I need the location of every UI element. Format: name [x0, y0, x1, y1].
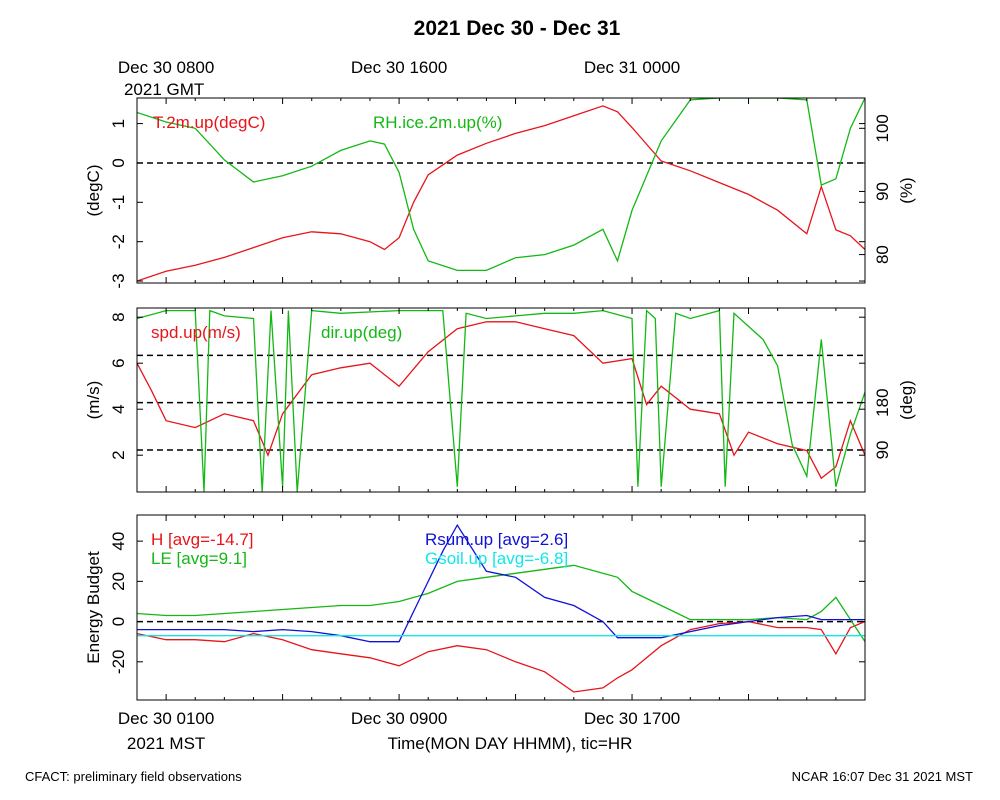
top-time-label: Dec 30 1600 — [351, 58, 447, 77]
top-time-label: Dec 30 0800 — [118, 58, 214, 77]
series-label: LE [avg=9.1] — [151, 549, 247, 568]
series-label: Rsum.up [avg=2.6] — [425, 530, 568, 549]
y2-tick-label: 180 — [873, 388, 892, 416]
series-line-2-1 — [137, 564, 865, 643]
y-tick-label: 0 — [109, 617, 128, 626]
bottom-time-label: Dec 30 1700 — [584, 709, 680, 728]
x-axis-label: Time(MON DAY HHMM), tic=HR — [388, 734, 633, 753]
y2-tick-label: 90 — [873, 440, 892, 459]
top-time-label: Dec 31 0000 — [584, 58, 680, 77]
top-time-label-2: 2021 GMT — [124, 80, 204, 99]
series-label: T.2m.up(degC) — [153, 113, 265, 132]
y2-tick-label: 80 — [873, 245, 892, 264]
y-tick-label: 6 — [109, 358, 128, 367]
y2-tick-label: 90 — [873, 182, 892, 201]
series-line-2-2 — [137, 523, 865, 643]
plot-frame — [136, 514, 866, 701]
y-tick-label: 40 — [109, 532, 128, 551]
footer-right: NCAR 16:07 Dec 31 2021 MST — [792, 769, 973, 784]
y-tick-label: 4 — [109, 404, 128, 413]
bottom-time-label-2: 2021 MST — [127, 734, 205, 753]
y-tick-label: -1 — [109, 195, 128, 210]
y-axis-label: (degC) — [84, 165, 103, 217]
series-line-1-1 — [137, 309, 865, 492]
y-tick-label: 0 — [109, 158, 128, 167]
series-line-0-1 — [137, 98, 865, 272]
chart-title: 2021 Dec 30 - Dec 31 — [414, 17, 621, 40]
y-tick-label: 20 — [109, 572, 128, 591]
plot-frame — [136, 97, 866, 284]
y-tick-label: 1 — [109, 119, 128, 128]
y-tick-label: 8 — [109, 312, 128, 321]
series-label: dir.up(deg) — [321, 323, 402, 342]
y-axis-label: (m/s) — [84, 381, 103, 420]
plot-frame — [136, 307, 866, 493]
series-line-1-0 — [137, 321, 865, 480]
y-tick-label: -2 — [109, 234, 128, 249]
bottom-time-label: Dec 30 0100 — [118, 709, 214, 728]
series-label: RH.ice.2m.up(%) — [373, 113, 502, 132]
series-line-2-0 — [137, 620, 865, 693]
y2-axis-label: (%) — [897, 177, 916, 203]
series-label: H [avg=-14.7] — [151, 530, 254, 549]
bottom-time-label: Dec 30 0900 — [351, 709, 447, 728]
y2-axis-label: (deg) — [897, 380, 916, 420]
y2-tick-label: 100 — [873, 114, 892, 142]
y-tick-label: 2 — [109, 450, 128, 459]
y-tick-label: -3 — [109, 273, 128, 288]
series-line-0-0 — [137, 105, 865, 282]
series-label: spd.up(m/s) — [151, 323, 241, 342]
series-label: Gsoil.up [avg=-6.8] — [425, 549, 568, 568]
footer-left: CFACT: preliminary field observations — [25, 769, 242, 784]
y-tick-label: -20 — [109, 650, 128, 675]
y-axis-label: Energy Budget — [84, 551, 103, 664]
